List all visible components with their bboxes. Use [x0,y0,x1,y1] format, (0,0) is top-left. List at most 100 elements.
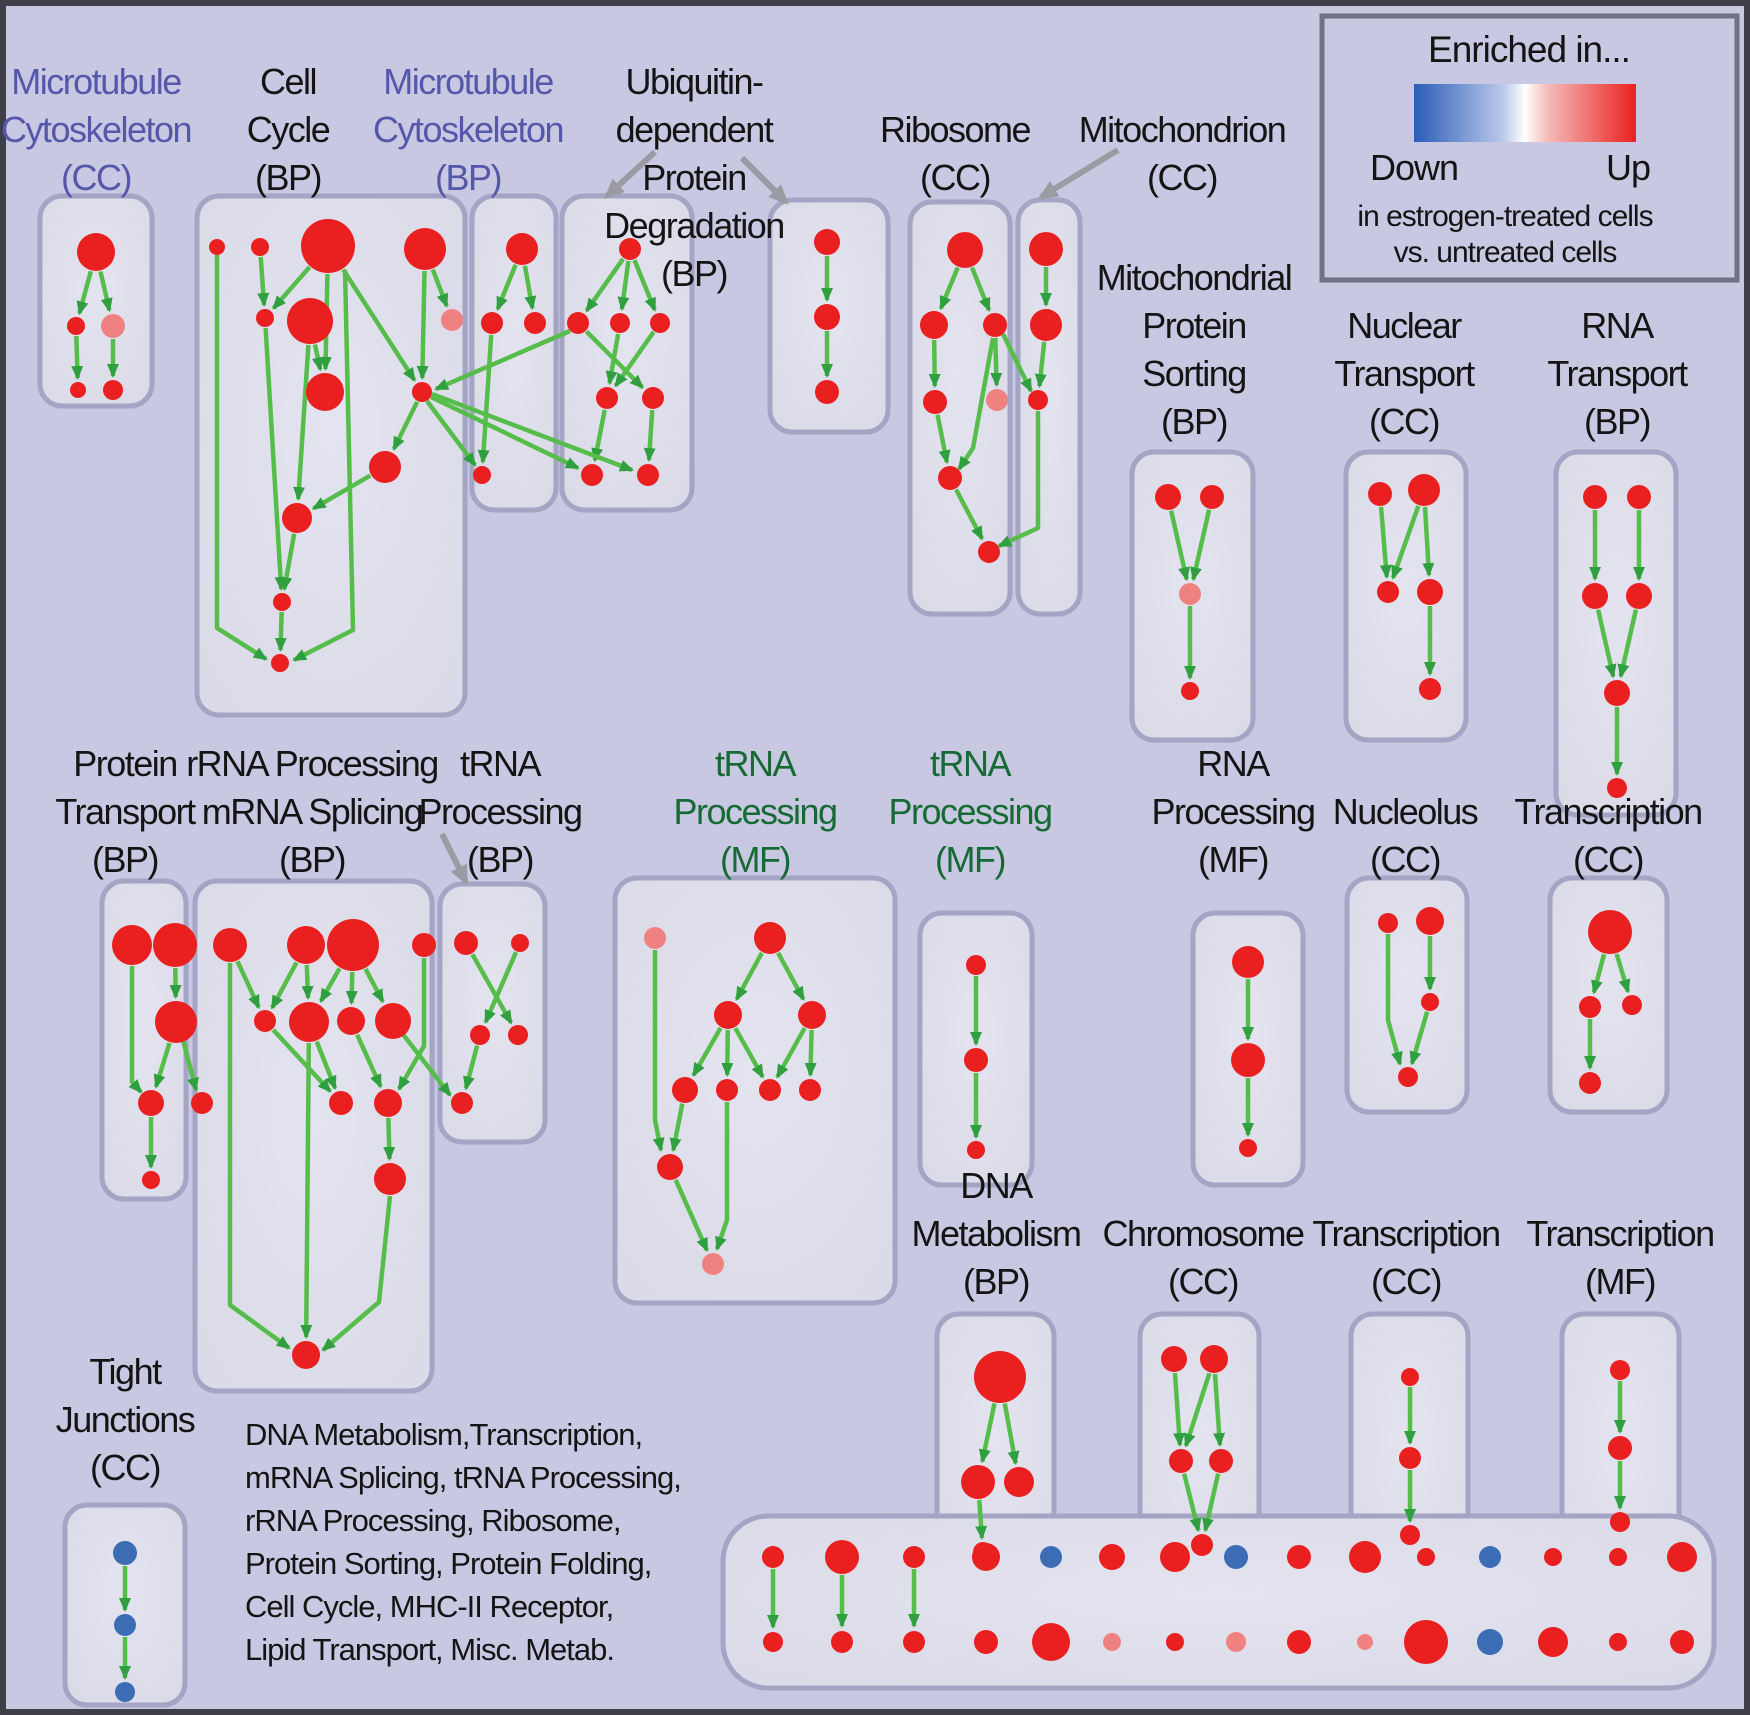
nodes-trna-processing-mf-small [964,955,988,1159]
edge-arrow [1202,1473,1221,1533]
misc-terms-line: Protein Sorting, Protein Folding, [245,1546,651,1581]
cluster-label-protein-transport: Protein [73,743,177,784]
cluster-label-rna-processing-mf: RNA [1197,743,1270,784]
go-term-node [1209,1449,1233,1473]
misc-terms-line: Lipid Transport, Misc. Metab. [245,1632,614,1667]
edge-arrow [935,414,951,465]
nodes-microtubule-bp [473,233,546,484]
edge-arrow [1591,953,1607,995]
go-term-node [301,219,355,273]
go-term-node [1231,1043,1265,1077]
go-term-node [481,312,503,334]
edge-arrow [355,1033,383,1089]
nodes-ubiquitin-degradation-b [814,229,840,404]
edge-arrow [76,270,93,316]
edge-arrow [363,967,385,1004]
cluster-label-nuclear-transport: Nuclear [1347,305,1462,346]
cluster-label-transcription-cc-mid: Transcription [1514,791,1701,832]
go-term-node [1179,583,1201,605]
misc-terms-line: DNA Metabolism,Transcription, [245,1417,642,1452]
go-term-node [441,309,463,331]
go-term-node [155,1001,197,1043]
cluster-label-rna-transport: (BP) [1584,401,1650,442]
go-term-node [1287,1545,1311,1569]
cluster-label-cell-cycle: Cell [260,61,316,102]
edge-arrow [383,1117,396,1162]
edge-arrow [775,1026,807,1079]
cluster-label-nuclear-transport: (CC) [1369,401,1439,442]
edge-arrow [263,327,287,592]
go-term-node [327,919,379,971]
legend-title: Enriched in... [1428,29,1630,70]
go-term-node [974,1351,1026,1403]
nodes-protein-transport [112,923,197,1189]
go-term-node [256,309,274,327]
go-term-node [815,380,839,404]
edge-arrow [314,1040,338,1090]
edges-nucleolus-cc [1385,934,1436,1066]
cluster-label-ribosome-cc: (CC) [920,157,990,198]
legend-subtitle-line2: vs. untreated cells [1394,236,1617,269]
legend-gradient-bar [1414,84,1636,142]
edge-arrow [1000,333,1034,393]
cluster-label-mitochondrion-cc: (CC) [1147,157,1217,198]
go-term-node [1544,1548,1562,1566]
go-term-node [986,389,1008,411]
go-term-node [1477,1629,1503,1655]
go-term-node [470,1025,490,1045]
go-term-node [650,313,670,333]
edge-arrow [691,1026,723,1077]
go-term-node [716,1079,738,1101]
edge-arrow [954,488,984,541]
cluster-label-trna-processing-bp: Processing [418,791,581,832]
go-term-node [404,228,446,270]
edges-microtubule-cc [71,270,119,381]
edge-arrow [300,1042,313,1340]
edge-arrow [274,611,287,653]
cluster-label-ribosome-cc: Ribosome [880,109,1031,150]
go-term-node [714,1001,742,1029]
legend-subtitle-line1: in estrogen-treated cells [1357,200,1652,233]
cluster-label-rna-transport: RNA [1581,305,1654,346]
edge-arrow [153,1042,172,1089]
go-term-node [702,1253,724,1275]
cluster-label-microtubule-bp: (BP) [435,157,501,198]
edge-arrow [483,951,519,1024]
cluster-label-rrna-processing-mrna-splicing: rRNA Processing [186,743,438,784]
go-term-node [112,925,152,965]
go-term-node [1357,1634,1373,1650]
nodes-ubiquitin-degradation-a [567,238,670,486]
cluster-label-mitochondrial-protein-sorting: (BP) [1161,401,1227,442]
cluster-label-mitochondrial-protein-sorting: Protein [1142,305,1246,346]
go-term-node [412,933,436,957]
edge-arrow [1168,510,1190,582]
go-term-node [1627,485,1651,509]
nodes-rna-processing-mf [1231,946,1265,1157]
edge-arrow [714,1102,730,1251]
edge-arrow [271,1028,332,1093]
go-term-node [983,313,1007,337]
cluster-label-dna-metabolism: Metabolism [911,1213,1080,1254]
edge-arrow [1002,1403,1020,1466]
go-term-node [115,1682,135,1702]
edge-arrow [928,339,941,389]
edge-arrow [271,265,312,310]
go-term-node [1368,482,1392,506]
go-term-node [142,1171,160,1189]
go-term-node [567,312,589,334]
go-term-node [1166,1633,1184,1651]
go-term-node [1226,1632,1246,1652]
edge-arrow [734,951,764,1001]
edges-ubiquitin-degradation-a [584,257,657,463]
go-term-node [759,1079,781,1101]
cluster-label-trna-processing-mf-large: Processing [673,791,836,832]
go-term-node [1670,1630,1694,1654]
go-term-node [329,1091,353,1115]
cluster-label-chromosome-cc: (CC) [1168,1261,1238,1302]
go-term-node [763,1632,783,1652]
edge-arrow [990,337,1003,388]
go-term-node [289,1002,329,1042]
edge-arrow [957,337,996,471]
go-term-node [1032,1623,1070,1661]
